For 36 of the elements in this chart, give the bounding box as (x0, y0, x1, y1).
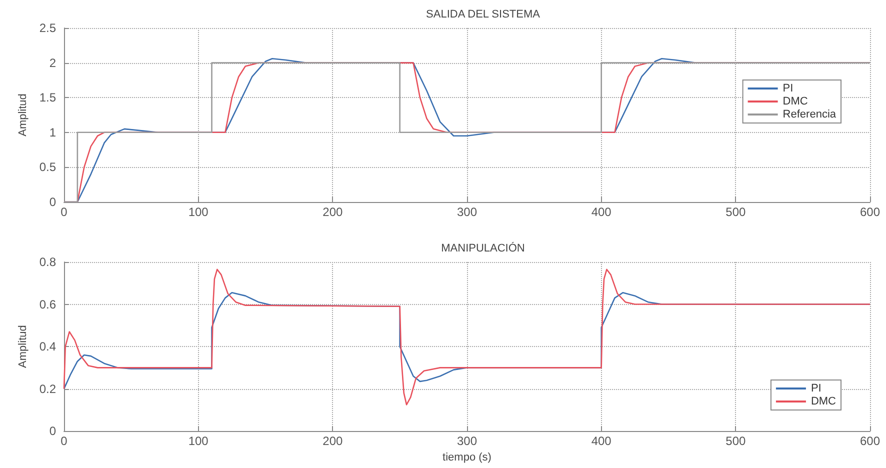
legend-label: DMC (810, 396, 836, 408)
x-tick-label: 200 (322, 205, 343, 219)
x-tick-label: 100 (188, 434, 209, 448)
x-tick-label: 600 (860, 205, 880, 219)
x-tick-label: 0 (60, 434, 68, 448)
y-tick-label: 2.5 (39, 21, 56, 35)
x-tick-label: 200 (322, 434, 343, 448)
legend-label: PI (810, 382, 822, 394)
y-tick-label: 0.4 (39, 340, 56, 354)
y-tick-label: 0.2 (39, 382, 56, 396)
x-tick-label: 500 (726, 434, 746, 448)
x-tick-label: 400 (591, 205, 612, 219)
legend-label: PI (782, 82, 794, 94)
y-tick-label: 2 (49, 56, 56, 70)
x-tick-label: 100 (188, 205, 209, 219)
y-tick-label: 1.5 (39, 90, 56, 105)
x-tick-label: 600 (860, 434, 880, 448)
y-tick-label: 0 (49, 424, 56, 438)
x-tick-label: 300 (456, 205, 478, 219)
chart-title: MANIPULACIÓN (441, 242, 525, 254)
y-axis-title: Amplitud (16, 94, 29, 136)
chart-title: SALIDA DEL SISTEMA (426, 8, 541, 20)
y-axis-title: Amplitud (16, 325, 29, 368)
x-tick-label: 400 (591, 434, 612, 448)
x-tick-label: 500 (726, 205, 746, 219)
y-tick-label: 0.8 (39, 255, 56, 269)
legend-label: DMC (782, 96, 808, 108)
legend-label: Referencia (782, 108, 837, 120)
x-tick-label: 300 (456, 434, 478, 448)
x-axis-title: tiempo (s) (442, 452, 492, 464)
line-series (63, 268, 871, 406)
y-tick-label: 1 (49, 125, 56, 140)
y-tick-label: 0 (49, 195, 56, 209)
y-tick-label: 0.5 (39, 160, 56, 174)
x-tick-label: 0 (60, 205, 68, 219)
y-tick-label: 0.6 (39, 297, 56, 312)
